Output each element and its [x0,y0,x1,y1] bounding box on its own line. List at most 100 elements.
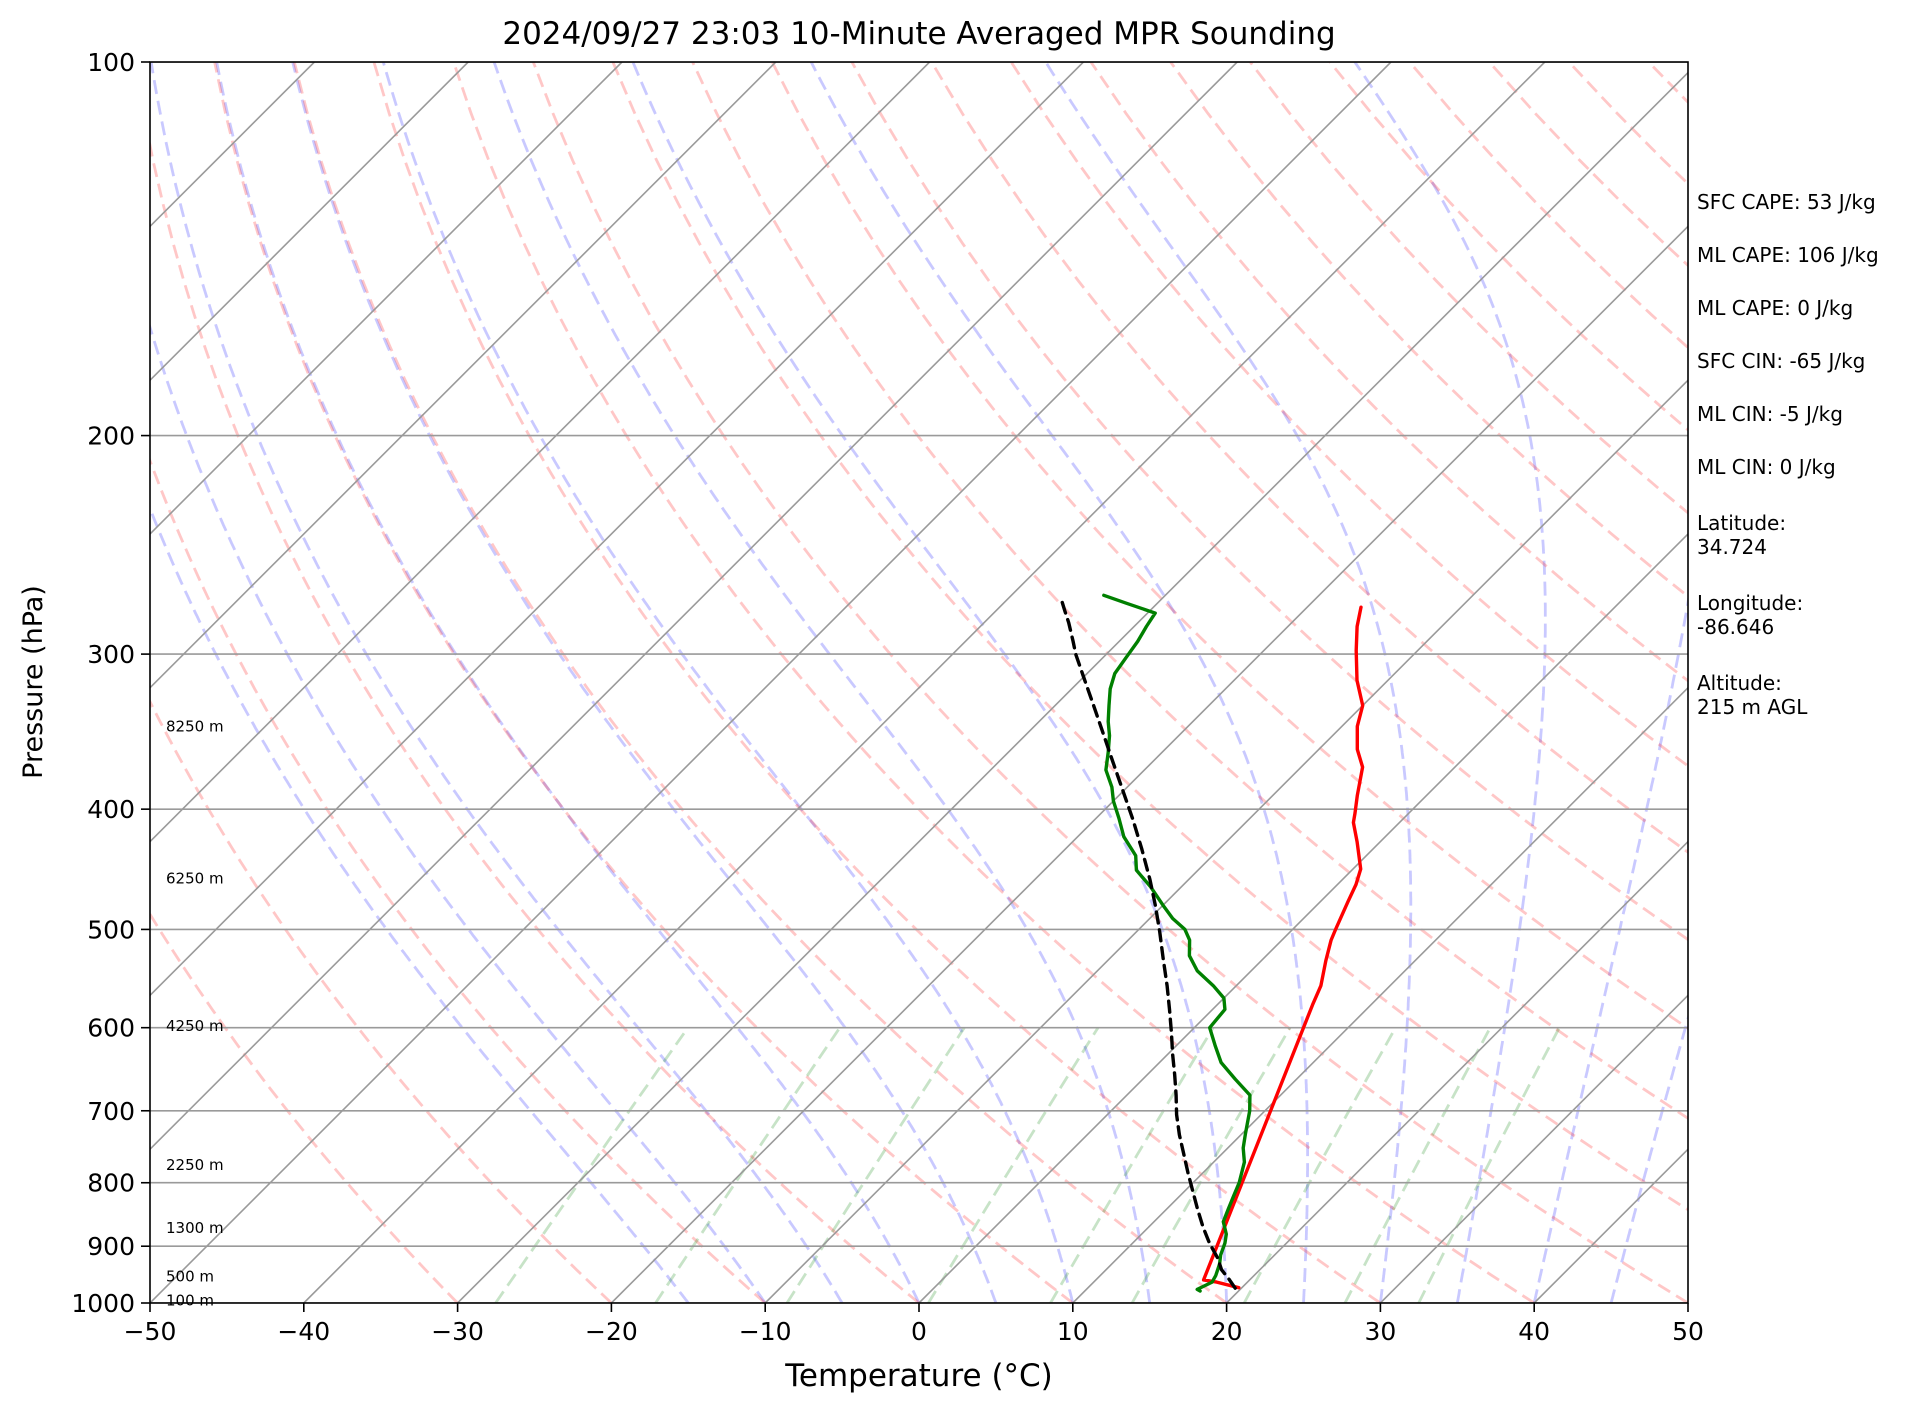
dry-adiabat-line [770,62,1688,1030]
dry-adiabat-line [150,698,613,1303]
moist-adiabat-line [809,62,1309,1303]
altitude-value: 215 m AGL [1697,695,1808,719]
height-labels: 8250 m 6250 m 4250 m 2250 m 1300 m 500 m 100 m [166,717,224,1309]
y-tick-label: 500 [87,915,135,944]
height-label: 100 m [166,1291,214,1309]
latitude-label: Latitude: [1697,511,1787,535]
moist-adiabat-line [631,62,1228,1303]
series-temperature-line [1201,605,1365,1290]
x-tick-label: −40 [277,1317,330,1346]
y-tick-label: 200 [87,422,135,451]
isotherm-line [918,532,1688,1303]
y-tick-label: 300 [87,640,135,669]
y-tick-label: 600 [87,1014,135,1043]
isotherm-line [1072,686,1688,1303]
isotherm-line [303,62,1546,1303]
moist-adiabat-line [150,322,767,1303]
moist-adiabat-line [1532,594,1688,1303]
longitude-label: Longitude: [1697,591,1804,615]
mixing-ratio-line [927,1026,1100,1303]
height-label: 2250 m [166,1156,224,1174]
sfc-cape: SFC CAPE: 53 J/kg [1697,190,1876,214]
sfc-cin: SFC CIN: -65 J/kg [1697,349,1866,373]
moist-adiabat-line [291,62,998,1303]
isotherm-line [150,62,1084,997]
x-tick-label: 0 [911,1317,927,1346]
x-tick-label: −20 [585,1317,638,1346]
moist-adiabat-line [492,62,1152,1303]
isotherm-line [150,62,469,382]
dry-adiabat-line [531,62,1688,1303]
ml-cape-1: ML CAPE: 106 J/kg [1697,243,1879,267]
moist-adiabat-line [1353,62,1547,1303]
altitude-label: Altitude: [1697,671,1782,695]
moist-adiabat-line [215,62,921,1303]
x-tick-label: 40 [1518,1317,1550,1346]
ml-cin-2: ML CIN: 0 J/kg [1697,455,1836,479]
y-tick-label: 100 [87,48,135,77]
dry-adiabat-line [611,62,1688,1212]
x-axis-label: Temperature (°C) [784,1358,1053,1394]
series-dewpoint-line [1102,593,1252,1293]
mixing-ratio-line [1343,1027,1492,1303]
moist-adiabat-line [150,62,844,1303]
chart-title: 2024/09/27 23:03 10-Minute Averaged MPR … [502,16,1335,52]
ml-cin-1: ML CIN: -5 J/kg [1697,402,1843,426]
height-label: 1300 m [166,1219,224,1237]
x-tick-label: −50 [124,1317,177,1346]
x-tick-label: 10 [1057,1317,1089,1346]
isotherm-line [764,379,1688,1303]
isotherm-line [150,62,623,536]
x-tick-label: 30 [1364,1317,1396,1346]
y-tick-label: 900 [87,1232,135,1261]
dry-adiabat-line [150,456,767,1303]
y-tick-label: 700 [87,1097,135,1126]
mixing-ratio-line [494,1026,690,1303]
height-label: 4250 m [166,1017,224,1035]
series-parcel-profile-line [1059,597,1237,1290]
latitude: Latitude: 34.724 [1697,511,1786,559]
x-tick-label: −30 [431,1317,484,1346]
background-lines [150,62,1688,1303]
mixing-ratio-line [785,1026,966,1303]
isotherm-line [1226,840,1688,1303]
y-axis-label: Pressure (hPa) [18,585,49,779]
moist-adiabat-line [1609,1013,1688,1303]
height-label: 8250 m [166,717,224,735]
dry-adiabat-line [372,62,1382,1303]
dry-adiabat-line [452,62,1535,1303]
longitude: Longitude: -86.646 [1697,591,1803,639]
moist-adiabat-line [381,62,1075,1303]
mixing-ratio-line [654,1026,841,1303]
height-label: 6250 m [166,870,224,888]
isotherm-line [150,62,777,689]
longitude-value: -86.646 [1697,615,1775,639]
moist-adiabat-line [1044,62,1413,1303]
ml-cape-2: ML CAPE: 0 J/kg [1697,296,1854,320]
dry-adiabat-line [691,62,1688,1120]
height-label: 500 m [166,1267,214,1285]
moist-adiabat-line [150,504,690,1303]
mixing-ratio-line [1417,1027,1561,1303]
y-axis: 100 200 300 400 500 600 700 800 900 1000 [71,48,150,1318]
isotherm-line [150,62,931,843]
isotherm-line [457,71,1688,1303]
dry-adiabat-line [213,62,1074,1303]
x-tick-label: 50 [1672,1317,1704,1346]
series-layer [1059,593,1365,1293]
y-tick-label: 1000 [71,1289,135,1318]
isotherm-line [1379,994,1688,1303]
x-axis: −50 −40 −30 −20 −10 0 10 20 30 40 50 [124,1303,1704,1346]
y-tick-label: 400 [87,795,135,824]
isotherm-line [150,62,1392,1303]
isotherm-line [150,62,1238,1151]
isotherm-line [610,225,1688,1303]
altitude: Altitude: 215 m AGL [1697,671,1807,719]
latitude-value: 34.724 [1697,535,1767,559]
x-tick-label: −10 [739,1317,792,1346]
dry-adiabat-line [150,911,459,1303]
x-tick-label: 20 [1211,1317,1243,1346]
dry-adiabat-line [150,138,920,1303]
y-tick-label: 800 [87,1169,135,1198]
